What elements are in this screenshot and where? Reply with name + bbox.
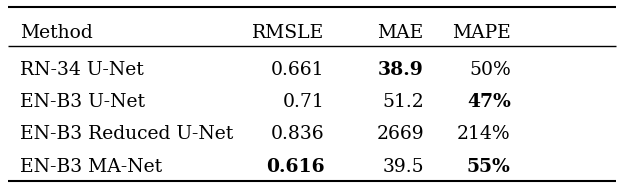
Text: EN-B3 Reduced U-Net: EN-B3 Reduced U-Net [20,125,233,143]
Text: EN-B3 U-Net: EN-B3 U-Net [20,93,145,111]
Text: 214%: 214% [457,125,511,143]
Text: MAPE: MAPE [452,24,511,42]
Text: 0.71: 0.71 [283,93,324,111]
Text: 2669: 2669 [376,125,424,143]
Text: 50%: 50% [469,61,511,79]
Text: 38.9: 38.9 [378,61,424,79]
Text: RN-34 U-Net: RN-34 U-Net [20,61,144,79]
Text: RMSLE: RMSLE [252,24,324,42]
Text: 0.661: 0.661 [271,61,324,79]
Text: 0.836: 0.836 [271,125,324,143]
Text: Method: Method [20,24,93,42]
Text: 47%: 47% [467,93,511,111]
Text: EN-B3 MA-Net: EN-B3 MA-Net [20,158,162,176]
Text: 39.5: 39.5 [382,158,424,176]
Text: 55%: 55% [467,158,511,176]
Text: MAE: MAE [378,24,424,42]
Text: 0.616: 0.616 [266,158,324,176]
Text: 51.2: 51.2 [382,93,424,111]
